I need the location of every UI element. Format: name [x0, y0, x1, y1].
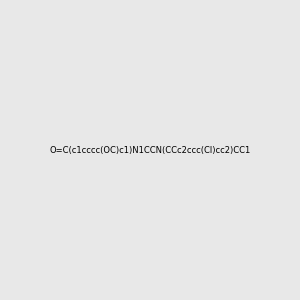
Text: O=C(c1cccc(OC)c1)N1CCN(CCc2ccc(Cl)cc2)CC1: O=C(c1cccc(OC)c1)N1CCN(CCc2ccc(Cl)cc2)CC… [50, 146, 250, 154]
